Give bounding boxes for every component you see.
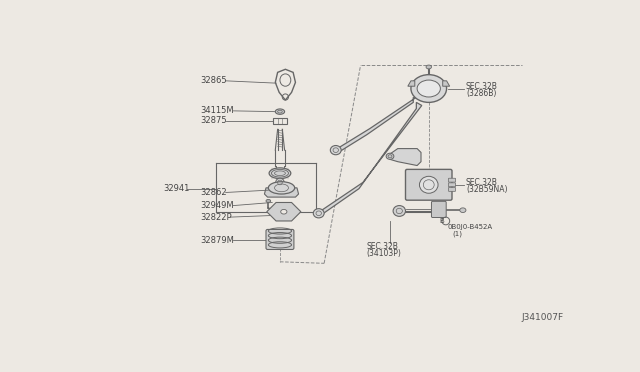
Ellipse shape [266, 199, 271, 202]
FancyBboxPatch shape [431, 201, 446, 218]
Ellipse shape [269, 168, 291, 179]
Ellipse shape [275, 109, 285, 114]
Text: (32B59NA): (32B59NA) [466, 185, 508, 194]
Text: 34115M: 34115M [200, 106, 234, 115]
Polygon shape [443, 81, 450, 86]
Ellipse shape [281, 209, 287, 214]
FancyBboxPatch shape [449, 178, 456, 182]
Ellipse shape [417, 80, 440, 97]
Text: SEC.32B: SEC.32B [367, 242, 399, 251]
FancyBboxPatch shape [449, 187, 456, 191]
Polygon shape [408, 81, 415, 86]
Text: 32822P: 32822P [200, 213, 232, 222]
Text: 32941: 32941 [164, 184, 190, 193]
Text: (34103P): (34103P) [367, 249, 402, 258]
Text: (3286B): (3286B) [466, 89, 497, 97]
FancyBboxPatch shape [449, 183, 456, 187]
FancyBboxPatch shape [406, 169, 452, 200]
Polygon shape [267, 202, 301, 221]
Polygon shape [390, 148, 421, 166]
Text: J341007F: J341007F [522, 313, 564, 322]
Ellipse shape [386, 153, 394, 159]
Text: 32879M: 32879M [200, 236, 234, 245]
Ellipse shape [460, 208, 466, 212]
Ellipse shape [276, 178, 284, 187]
Ellipse shape [419, 176, 438, 193]
Ellipse shape [393, 206, 406, 217]
Text: B: B [440, 218, 444, 224]
Ellipse shape [268, 182, 294, 194]
Ellipse shape [313, 209, 324, 218]
Ellipse shape [330, 145, 341, 155]
Polygon shape [336, 96, 418, 154]
Text: SEC.32B: SEC.32B [466, 178, 498, 187]
Text: 32875: 32875 [200, 116, 227, 125]
FancyBboxPatch shape [266, 230, 294, 250]
Polygon shape [320, 102, 422, 216]
Polygon shape [264, 188, 298, 197]
Text: 0B0J0-B452A: 0B0J0-B452A [447, 224, 492, 230]
Text: 32949M: 32949M [200, 201, 234, 210]
Text: SEC.32B: SEC.32B [466, 82, 498, 91]
Text: (1): (1) [452, 231, 462, 237]
Text: 32862: 32862 [200, 188, 227, 197]
Text: 32865: 32865 [200, 76, 227, 85]
Ellipse shape [426, 65, 431, 69]
Ellipse shape [411, 75, 447, 102]
